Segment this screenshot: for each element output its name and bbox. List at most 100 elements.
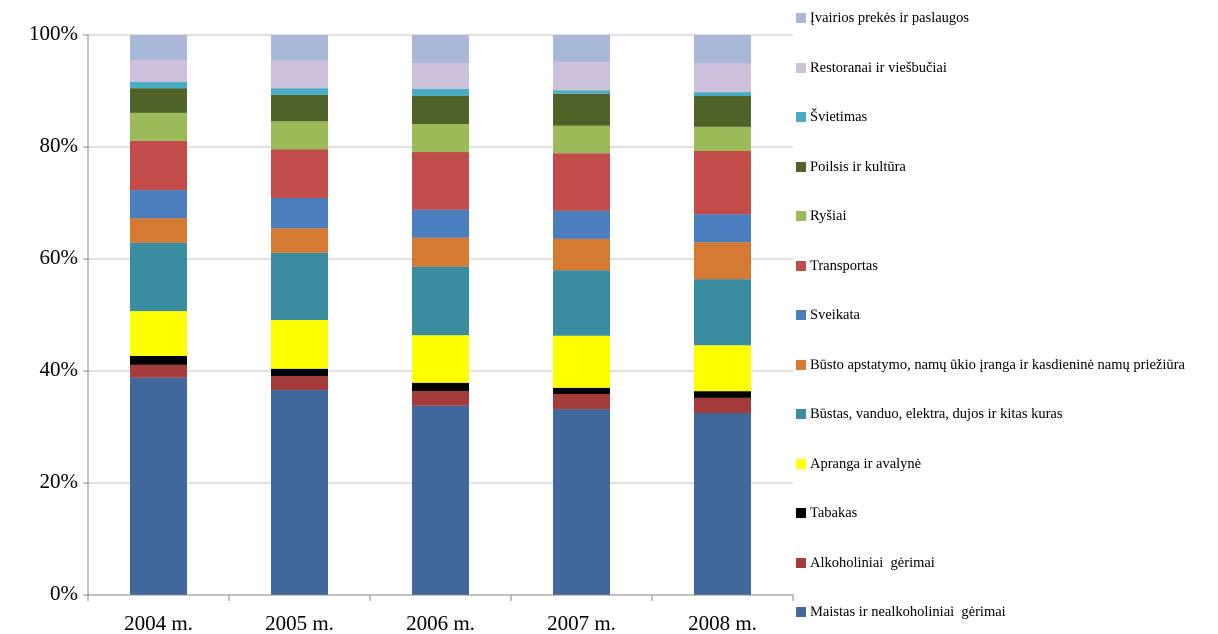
bar-segment	[271, 35, 328, 61]
bar-segment	[553, 61, 610, 91]
bar-segment	[130, 140, 187, 191]
bar-segment	[412, 391, 469, 406]
bar-segment	[694, 96, 751, 127]
bar-segment	[130, 242, 187, 312]
bar-segment	[271, 390, 328, 595]
bar-segment	[412, 209, 469, 238]
legend-label: Restoranai ir viešbučiai	[810, 59, 947, 76]
x-tick-label: 2006 m.	[406, 611, 475, 634]
bar-segment	[412, 405, 469, 595]
bar-segment	[130, 355, 187, 365]
legend-label: Transportas	[810, 257, 878, 274]
bar-segment	[271, 60, 328, 89]
legend-label: Sveikata	[810, 307, 860, 323]
bar-segment	[553, 35, 610, 62]
y-tick-label: 60%	[40, 245, 79, 269]
bar-segment	[694, 214, 751, 243]
legend-swatch	[796, 409, 806, 419]
x-tick-label: 2005 m.	[265, 611, 334, 634]
bar-segment	[694, 413, 751, 595]
bar-segment	[694, 150, 751, 215]
bar-segment	[694, 126, 751, 151]
bar-segment	[412, 124, 469, 153]
bar-segment	[271, 228, 328, 253]
legend-swatch	[796, 161, 806, 172]
bar-segment	[130, 82, 187, 89]
bar-segment	[412, 96, 469, 125]
legend-label: Tabakas	[810, 505, 858, 521]
bar-segment	[130, 60, 187, 83]
bar-segment	[694, 242, 751, 280]
bar-segment	[130, 364, 187, 378]
legend-swatch	[796, 359, 806, 370]
bar-segment	[271, 88, 328, 95]
bar-segment	[553, 270, 610, 336]
legend-label: Poilsis ir kultūra	[810, 158, 906, 175]
x-tick-label: 2004 m.	[124, 611, 193, 634]
legend-label: Apranga ir avalynė	[810, 455, 922, 472]
legend-label: Švietimas	[810, 109, 868, 125]
y-tick-label: 0%	[50, 581, 78, 605]
legend-label: Įvairios prekės ir paslaugos	[810, 10, 970, 26]
bar-segment	[694, 279, 751, 346]
y-tick-label: 40%	[40, 357, 79, 381]
x-tick-label: 2008 m.	[688, 611, 757, 634]
bar-segment	[553, 387, 610, 394]
bar-segment	[553, 393, 610, 410]
legend-label: Ryšiai	[810, 208, 847, 224]
bar-segment	[553, 335, 610, 388]
bar-segment	[130, 112, 187, 141]
bar-segment	[130, 190, 187, 219]
bar-segment	[412, 266, 469, 336]
bar-segment	[694, 345, 751, 392]
bar-segment	[271, 368, 328, 377]
legend-label: Būstas, vanduo, elektra, dujos ir kitas …	[810, 406, 1063, 422]
x-tick-label: 2007 m.	[547, 611, 616, 634]
y-tick-label: 20%	[40, 469, 79, 493]
bar-segment	[412, 88, 469, 97]
bar-segment	[271, 252, 328, 321]
bar-segment	[553, 409, 610, 595]
bar-segment	[412, 35, 469, 63]
bar-segment	[130, 88, 187, 113]
bar-segment	[553, 90, 610, 94]
bar-segment	[694, 35, 751, 63]
legend-label: Būsto apstatymo, namų ūkio įranga ir kas…	[810, 356, 1185, 373]
legend-swatch	[796, 557, 806, 568]
bar-segment	[412, 152, 469, 210]
legend-swatch	[796, 260, 806, 271]
legend-swatch	[796, 508, 806, 518]
bar-segment	[553, 153, 610, 211]
bar-segment	[412, 382, 469, 392]
legend-label: Alkoholiniai gėrimai	[810, 554, 935, 571]
bar-segment	[694, 397, 751, 413]
bar-segment	[694, 92, 751, 97]
bar-segment	[412, 63, 469, 89]
bar-segment	[130, 35, 187, 61]
bar-segment	[553, 210, 610, 239]
bar-segment	[271, 121, 328, 150]
bar-segment	[694, 63, 751, 93]
bar-segment	[271, 320, 328, 369]
legend-swatch	[796, 62, 806, 73]
legend-swatch	[796, 310, 806, 320]
legend-label: Maistas ir nealkoholiniai gėrimai	[810, 604, 1006, 620]
bar-segment	[271, 197, 328, 229]
bar-segment	[412, 335, 469, 383]
legend-swatch	[796, 112, 806, 122]
bar-segment	[553, 238, 610, 271]
y-tick-label: 100%	[29, 21, 78, 45]
bar-segment	[553, 93, 610, 126]
bar-segment	[553, 125, 610, 154]
y-tick-label: 80%	[40, 133, 79, 157]
bar-segment	[271, 149, 328, 198]
legend-swatch	[796, 458, 806, 469]
bar-segment	[130, 377, 187, 595]
bar-segment	[412, 237, 469, 267]
legend-swatch	[796, 211, 806, 221]
legend-swatch	[796, 607, 806, 617]
bar-segment	[130, 218, 187, 243]
legend-swatch	[796, 13, 806, 23]
